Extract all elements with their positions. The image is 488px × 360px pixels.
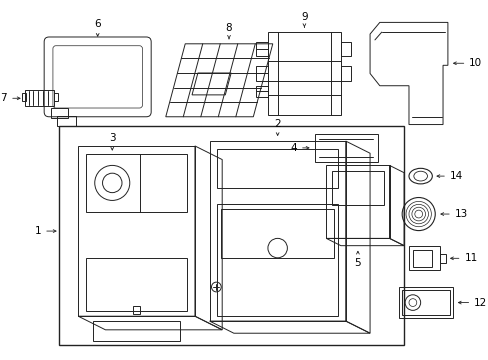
- Bar: [331, 171, 383, 205]
- Bar: [54, 93, 58, 101]
- Bar: [408, 246, 439, 270]
- Bar: [217, 149, 337, 188]
- Bar: [22, 93, 26, 101]
- Text: 7: 7: [0, 93, 20, 103]
- Bar: [398, 287, 452, 318]
- Text: 12: 12: [457, 298, 487, 307]
- Bar: [340, 42, 350, 57]
- Text: 3: 3: [109, 133, 115, 150]
- Bar: [217, 204, 337, 316]
- Text: 5: 5: [354, 251, 361, 268]
- Text: 14: 14: [436, 171, 462, 181]
- Text: 9: 9: [301, 12, 307, 27]
- Bar: [86, 154, 187, 212]
- Text: 11: 11: [450, 253, 477, 263]
- Bar: [340, 66, 350, 81]
- Bar: [51, 108, 68, 118]
- Bar: [401, 290, 449, 315]
- Text: 4: 4: [290, 143, 308, 153]
- Text: 10: 10: [453, 58, 482, 68]
- Bar: [314, 134, 377, 162]
- Text: 13: 13: [440, 209, 467, 219]
- Bar: [256, 42, 267, 57]
- Bar: [439, 254, 445, 263]
- Bar: [256, 66, 267, 81]
- Text: 1: 1: [35, 226, 56, 236]
- Bar: [132, 306, 140, 314]
- Bar: [412, 250, 431, 267]
- Bar: [256, 86, 267, 97]
- Bar: [221, 209, 333, 258]
- Text: 8: 8: [225, 23, 232, 39]
- Bar: [86, 258, 187, 311]
- Bar: [59, 126, 403, 345]
- Text: 2: 2: [274, 118, 281, 135]
- Bar: [25, 90, 54, 106]
- Text: 6: 6: [94, 19, 101, 36]
- Bar: [267, 32, 340, 115]
